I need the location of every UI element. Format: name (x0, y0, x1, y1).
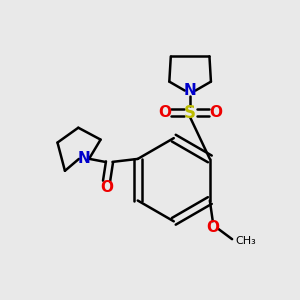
Text: O: O (158, 105, 171, 120)
Text: O: O (100, 180, 113, 195)
Text: N: N (184, 83, 196, 98)
Text: N: N (78, 152, 91, 166)
Text: O: O (206, 220, 219, 235)
Text: O: O (209, 105, 222, 120)
Text: CH₃: CH₃ (235, 236, 256, 246)
Text: S: S (184, 104, 196, 122)
